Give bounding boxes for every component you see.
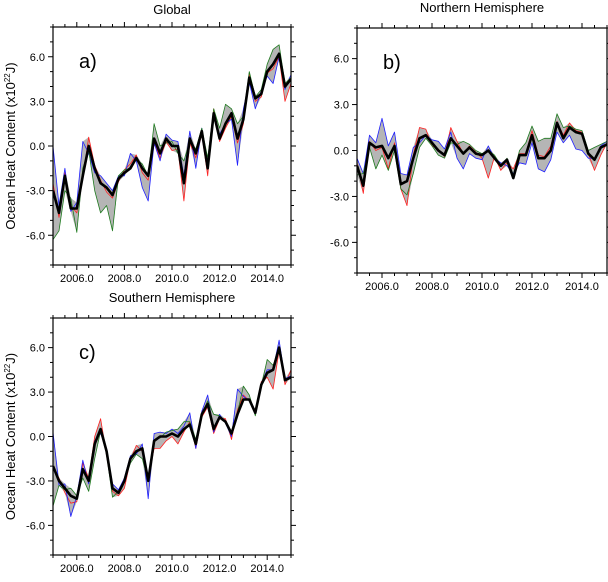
x-tick-label: 2010.0 <box>155 563 189 575</box>
x-tick-label: 2006.0 <box>60 273 94 285</box>
panel-c: 2006.0 2008.0 2010.0 2012.0 2014.0 6.0 3.0 0.0 -… <box>3 290 296 575</box>
x-tick-label: 2008.0 <box>415 281 449 293</box>
panel-a: 2006.0 2008.0 2010.0 2012.0 2014.0 6.0 3.0 0.0 -… <box>3 2 296 285</box>
series-line-red <box>53 56 291 218</box>
y-axis-label: Ocean Heat Content (x1022J) <box>3 353 18 520</box>
plot-area <box>53 44 291 240</box>
panel-title: Global <box>153 2 191 17</box>
series-line-mean <box>357 121 607 187</box>
series-line-mean <box>53 346 291 501</box>
plot-area <box>357 113 607 207</box>
y-tick-label: 6.0 <box>30 52 45 64</box>
y-axis-label-exponent: 22 <box>3 73 12 82</box>
y-axis-label-text: Ocean Heat Content (x10 <box>3 82 18 229</box>
y-axis-label-unit: J) <box>3 62 18 73</box>
y-tick-label: 3.0 <box>334 100 349 112</box>
x-tick-label: 2012.0 <box>203 563 237 575</box>
y-tick-label: -6.0 <box>26 230 45 242</box>
y-axis-label: Ocean Heat Content (x1022J) <box>3 62 18 229</box>
y-tick-label: 6.0 <box>334 54 349 66</box>
x-tick-label: 2008.0 <box>108 563 142 575</box>
y-tick-label: 6.0 <box>30 343 45 355</box>
x-tick-label: 2010.0 <box>155 273 189 285</box>
y-tick-label: 3.0 <box>30 96 45 108</box>
y-tick-label: 3.0 <box>30 387 45 399</box>
y-tick-label: -3.0 <box>330 191 349 203</box>
x-tick-label: 2012.0 <box>203 273 237 285</box>
y-axis-label-text: Ocean Heat Content (x10 <box>3 373 18 520</box>
x-tick-label: 2014.0 <box>565 281 599 293</box>
y-tick-label: -6.0 <box>26 520 45 532</box>
series-line-blue <box>357 117 607 176</box>
y-tick-label: -6.0 <box>330 237 349 249</box>
y-tick-label: 0.0 <box>334 146 349 158</box>
y-tick-label: -3.0 <box>26 186 45 198</box>
x-tick-label: 2008.0 <box>108 273 142 285</box>
panel-label: b) <box>383 52 401 74</box>
panel-label: c) <box>79 342 96 364</box>
y-axis-label-exponent: 22 <box>3 363 12 372</box>
x-tick-label: 2012.0 <box>515 281 549 293</box>
spread-shading <box>357 113 607 206</box>
y-axis-label-unit: J) <box>3 353 18 364</box>
x-tick-label: 2014.0 <box>250 563 284 575</box>
x-tick-label: 2006.0 <box>365 281 399 293</box>
series-line-blue <box>53 56 291 212</box>
x-tick-label: 2014.0 <box>250 273 284 285</box>
plot-area <box>53 339 291 517</box>
x-tick-label: 2006.0 <box>60 563 94 575</box>
panel-title: Southern Hemisphere <box>109 290 235 305</box>
panel-b: 2006.0 2008.0 2010.0 2012.0 2014.0 6.0 3.0 0.0 -… <box>330 0 608 293</box>
y-tick-label: 0.0 <box>30 432 45 444</box>
y-tick-label: 0.0 <box>30 141 45 153</box>
panel-label: a) <box>79 51 97 73</box>
panel-title: Northern Hemisphere <box>420 0 544 15</box>
y-tick-label: -3.0 <box>26 476 45 488</box>
x-tick-label: 2010.0 <box>465 281 499 293</box>
series-line-mean <box>53 52 291 215</box>
